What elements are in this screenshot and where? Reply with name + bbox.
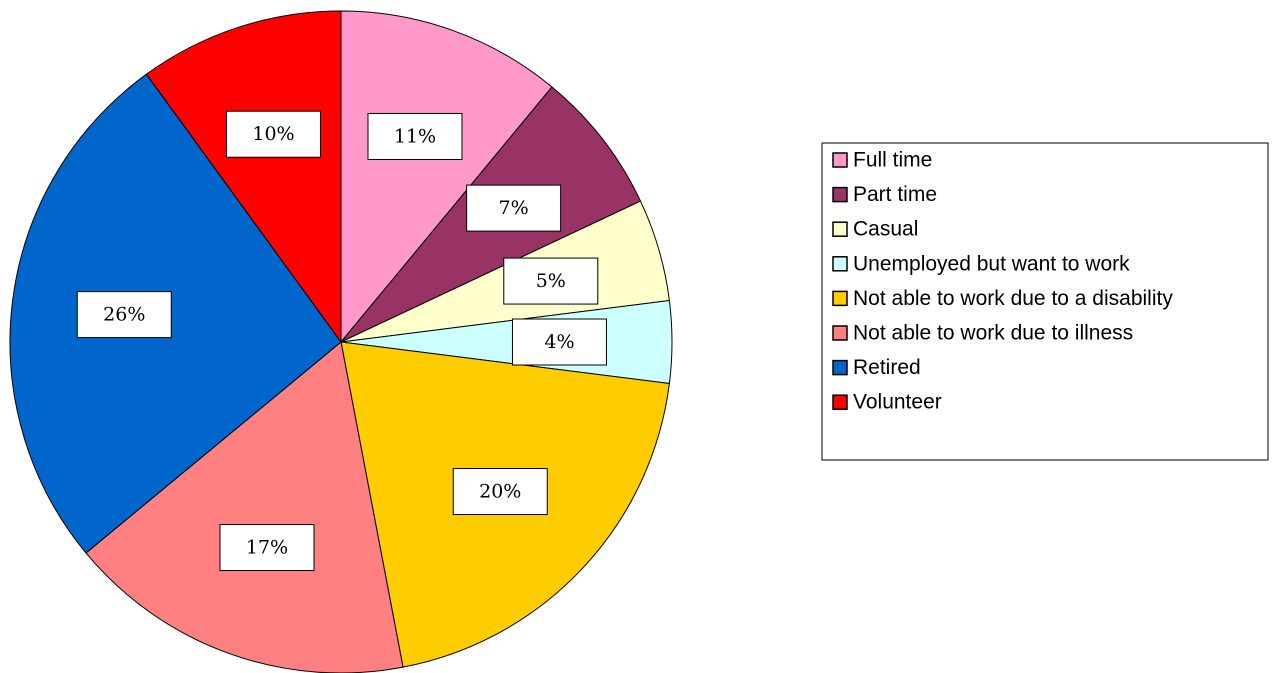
legend-box [821,142,1269,461]
legend-swatch [832,152,848,168]
legend-swatch [832,290,848,307]
legend-label: Casual [853,218,918,241]
data-label: 5% [536,270,566,292]
legend-swatch [832,186,848,203]
legend-label: Part time [853,183,937,206]
data-label: 4% [544,331,574,353]
legend-swatch [832,221,848,237]
data-label-box [466,184,562,232]
data-label-box [76,291,172,339]
data-label: 17% [246,537,288,559]
legend-swatch [832,325,848,341]
data-label-box [503,257,599,305]
legend-swatch [832,256,848,272]
data-label: 11% [394,125,436,147]
legend-label: Not able to work due to illness [853,322,1133,345]
data-label: 20% [479,481,521,503]
data-label: 10% [252,123,294,145]
pie-slice [145,10,342,344]
pie-slice [85,341,404,673]
data-label-box [225,110,321,158]
data-label-box [452,468,548,516]
data-label-box [367,112,463,160]
data-label: 26% [103,304,145,326]
data-label-box [511,318,607,366]
legend-label: Not able to work due to a disability [853,287,1173,310]
legend-label: Volunteer [853,391,942,414]
legend-label: Retired [853,356,921,379]
pie-slice [340,10,553,344]
legend-label: Unemployed but want to work [853,252,1130,275]
legend-label: Full time [853,149,932,172]
legend-swatch [832,359,848,376]
data-label-box [219,524,315,572]
pie-slice [9,73,342,554]
data-label: 7% [499,197,529,219]
legend-swatch [832,394,848,410]
